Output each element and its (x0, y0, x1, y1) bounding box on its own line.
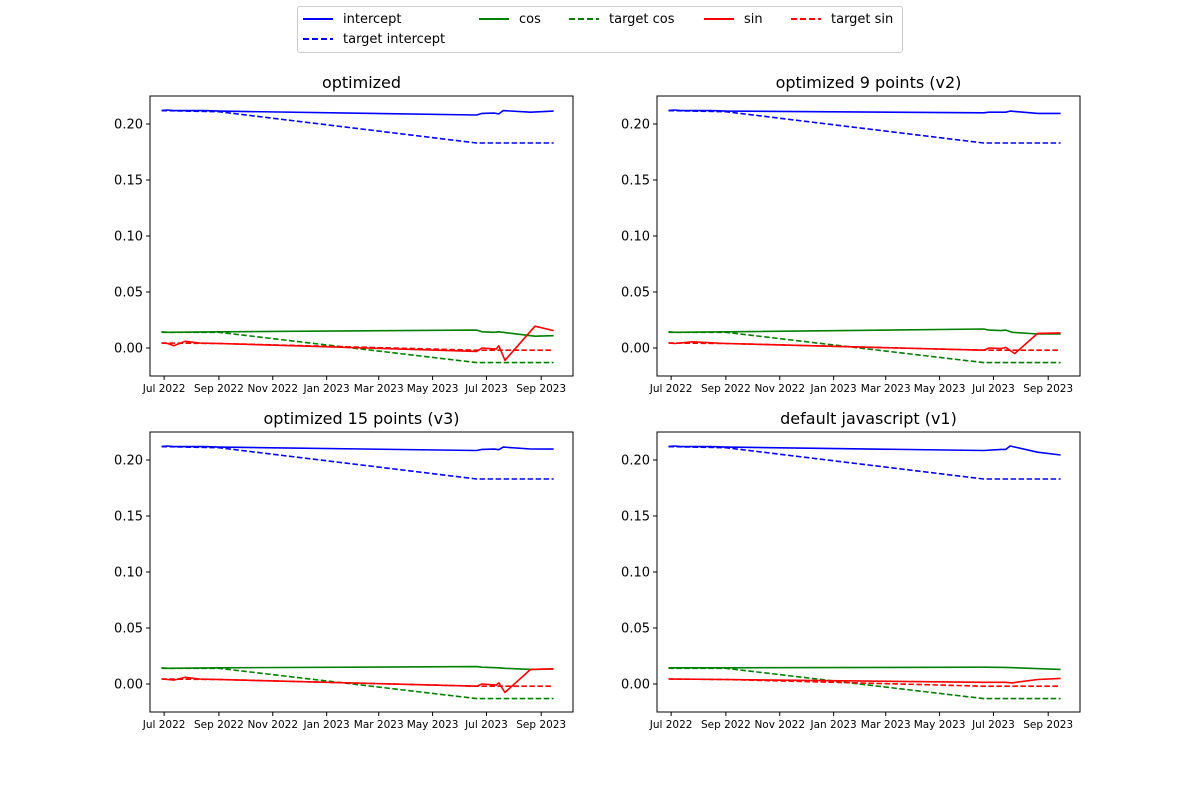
y-tick-label: 0.00 (114, 678, 143, 693)
x-tick-label: May 2023 (407, 383, 459, 395)
legend-entry-target-sin: target sin (791, 10, 893, 28)
y-tick-label: 0.05 (621, 286, 650, 301)
series-line-cos (161, 665, 554, 671)
y-tick-label: 0.05 (114, 622, 143, 637)
x-tick-label: Jul 2023 (464, 383, 508, 395)
y-tick-label: 0.00 (621, 678, 650, 693)
legend: intercept target intercept cos target co… (297, 6, 903, 53)
series-line-target-sin (161, 342, 554, 352)
legend-label-intercept: intercept (343, 11, 402, 27)
x-tick-label: Sep 2023 (516, 383, 566, 395)
legend-label-target-cos: target cos (609, 11, 675, 27)
axes-frame (149, 95, 574, 377)
x-tick-label: Jan 2023 (809, 719, 856, 731)
y-tick-label: 0.15 (114, 510, 143, 525)
series-line-cos (668, 328, 1061, 335)
y-tick-label: 0.20 (621, 454, 650, 469)
x-tick-label: Sep 2023 (1023, 719, 1073, 731)
series-line-sin (161, 325, 554, 362)
legend-label-target-sin: target sin (831, 11, 894, 27)
series-line-target-intercept (161, 445, 554, 480)
series-line-target-intercept (668, 109, 1061, 144)
x-tick-label: Jul 2023 (971, 383, 1015, 395)
x-tick-label: Jul 2023 (971, 719, 1015, 731)
x-tick-label: Jul 2023 (464, 719, 508, 731)
x-tick-label: Mar 2023 (861, 719, 911, 731)
legend-entry-target-intercept: target intercept (303, 30, 445, 48)
x-tick-label: Jul 2022 (649, 383, 693, 395)
legend-entry-sin: sin (704, 10, 763, 28)
y-tick-label: 0.20 (114, 118, 143, 133)
x-tick-label: Sep 2022 (701, 719, 751, 731)
legend-entry-target-cos: target cos (569, 10, 675, 28)
x-tick-label: Jul 2022 (649, 719, 693, 731)
y-tick-label: 0.15 (621, 174, 650, 189)
chart-panel-2: 0.00 0.05 0.10 0.15 0.20 Jul 2022 Sep 2022 Nov … (621, 73, 1081, 395)
legend-swatch-sin (704, 18, 734, 20)
y-tick-label: 0.10 (621, 566, 650, 581)
chart-title: optimized (322, 73, 401, 92)
x-tick-label: Jan 2023 (302, 383, 349, 395)
legend-swatch-target-cos (569, 18, 599, 20)
y-tick-label: 0.05 (114, 286, 143, 301)
y-tick-label: 0.00 (621, 342, 650, 357)
x-tick-label: Nov 2022 (247, 383, 298, 395)
x-tick-label: May 2023 (407, 719, 459, 731)
x-tick-label: Sep 2023 (516, 719, 566, 731)
x-tick-label: Jan 2023 (302, 719, 349, 731)
legend-entry-intercept: intercept (303, 10, 402, 28)
x-tick-label: Jul 2022 (142, 383, 186, 395)
legend-entry-cos: cos (479, 10, 541, 28)
x-tick-label: May 2023 (914, 719, 966, 731)
y-tick-label: 0.05 (621, 622, 650, 637)
y-tick-label: 0.10 (621, 230, 650, 245)
series-line-target-intercept (668, 445, 1061, 480)
axes-frame (149, 431, 574, 713)
x-tick-label: Nov 2022 (754, 719, 805, 731)
chart-title: optimized 15 points (v3) (264, 409, 460, 428)
y-tick-label: 0.00 (114, 342, 143, 357)
x-tick-label: Mar 2023 (354, 719, 404, 731)
y-tick-label: 0.15 (114, 174, 143, 189)
y-tick-label: 0.10 (114, 230, 143, 245)
x-tick-label: Mar 2023 (354, 383, 404, 395)
chart-title: optimized 9 points (v2) (776, 73, 962, 92)
x-tick-label: Sep 2022 (194, 383, 244, 395)
series-line-target-sin (668, 342, 1061, 352)
series-line-sin (161, 668, 554, 694)
x-tick-label: Nov 2022 (247, 719, 298, 731)
legend-swatch-target-sin (791, 18, 821, 20)
series-line-target-intercept (161, 109, 554, 144)
legend-swatch-intercept (303, 18, 333, 20)
x-tick-label: Mar 2023 (861, 383, 911, 395)
y-tick-label: 0.15 (621, 510, 650, 525)
x-tick-label: Sep 2022 (194, 719, 244, 731)
axes-frame (656, 431, 1081, 713)
y-tick-label: 0.10 (114, 566, 143, 581)
legend-swatch-cos (479, 18, 509, 20)
x-tick-label: Sep 2022 (701, 383, 751, 395)
chart-panel-1: 0.00 0.05 0.10 0.15 0.20 Jul 2022 Sep 2022 Nov … (114, 73, 574, 395)
legend-label-cos: cos (519, 11, 541, 27)
legend-label-target-intercept: target intercept (343, 31, 446, 47)
series-line-target-sin (161, 678, 554, 688)
y-tick-label: 0.20 (621, 118, 650, 133)
x-tick-label: Jul 2022 (142, 719, 186, 731)
x-tick-label: Jan 2023 (809, 383, 856, 395)
x-tick-label: Nov 2022 (754, 383, 805, 395)
x-tick-label: May 2023 (914, 383, 966, 395)
chart-panel-4: 0.00 0.05 0.10 0.15 0.20 Jul 2022 Sep 2022 Nov … (621, 409, 1081, 731)
legend-label-sin: sin (744, 11, 763, 27)
series-line-target-sin (668, 678, 1061, 688)
chart-panel-3: 0.00 0.05 0.10 0.15 0.20 Jul 2022 Sep 2022 Nov … (114, 409, 574, 731)
legend-swatch-target-intercept (303, 38, 333, 40)
chart-title: default javascript (v1) (780, 409, 957, 428)
series-line-cos (668, 666, 1061, 671)
y-tick-label: 0.20 (114, 454, 143, 469)
series-line-cos (161, 329, 554, 338)
axes-frame (656, 95, 1081, 377)
x-tick-label: Sep 2023 (1023, 383, 1073, 395)
